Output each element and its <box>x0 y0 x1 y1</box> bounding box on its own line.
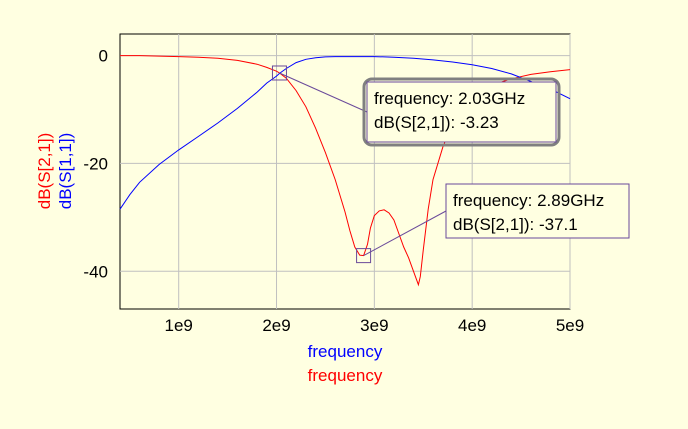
y-tick-label: -40 <box>83 262 108 281</box>
y-axis-title-1: dB(S[2,1]) <box>35 133 54 210</box>
marker-frequency-label: frequency: 2.89GHz <box>453 191 604 210</box>
x-axis-title-2: frequency <box>308 366 383 385</box>
x-tick-label: 2e9 <box>262 316 290 335</box>
marker-value-label: dB(S[2,1]): -3.23 <box>374 113 499 132</box>
marker-selection-outline <box>362 77 561 147</box>
y-tick-label: 0 <box>99 47 108 66</box>
x-tick-label: 4e9 <box>458 316 486 335</box>
y-axis-ticks: 0 -20 -40 <box>83 47 108 282</box>
y-tick-label: -20 <box>83 154 108 173</box>
marker-leader-line <box>279 72 368 113</box>
marker-frequency-label: frequency: 2.03GHz <box>374 89 525 108</box>
marker-readout-box[interactable] <box>366 81 557 143</box>
marker-readout-box[interactable] <box>445 183 630 239</box>
marker-square[interactable] <box>356 248 372 264</box>
marker-square[interactable] <box>271 65 287 81</box>
x-tick-label: 1e9 <box>165 316 193 335</box>
marker-value-label: dB(S[2,1]): -37.1 <box>453 215 578 234</box>
x-tick-label: 5e9 <box>556 316 584 335</box>
marker-layer[interactable]: frequency: 2.03GHz dB(S[2,1]): -3.23 frequ… <box>271 65 630 264</box>
plot-area <box>119 33 571 310</box>
marker-leader-line <box>363 210 447 257</box>
series-db-s-1-1-line <box>119 56 571 210</box>
y-axis-title-2: dB(S[1,1]) <box>56 133 75 210</box>
x-tick-label: 3e9 <box>360 316 388 335</box>
x-axis-title-1: frequency <box>308 342 383 361</box>
x-axis-ticks: 1e9 2e9 3e9 4e9 5e9 <box>165 316 585 335</box>
